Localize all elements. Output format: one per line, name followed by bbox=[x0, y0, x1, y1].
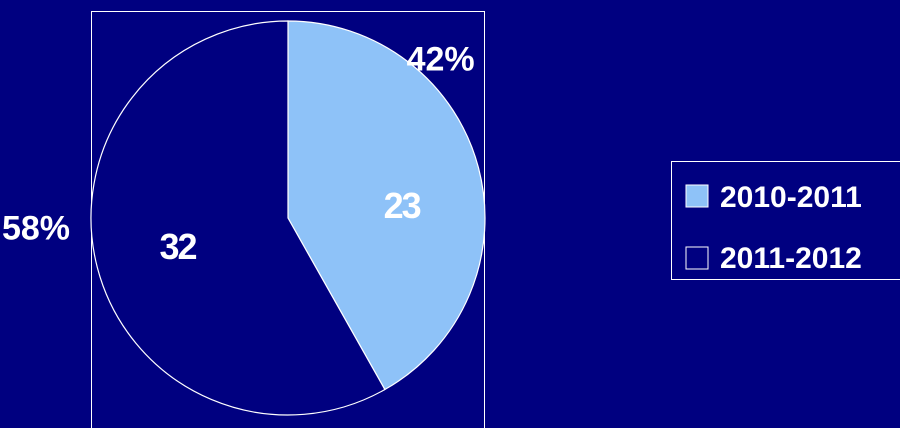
legend-swatch-2011-2012 bbox=[685, 246, 709, 270]
slice-percent-labels: 42% 58% bbox=[2, 41, 475, 248]
legend: 2010-2011 2011-2012 bbox=[671, 161, 900, 280]
legend-box bbox=[671, 161, 900, 280]
pie-slices bbox=[90, 20, 486, 416]
legend-label-2011-2012: 2011-2012 bbox=[720, 242, 862, 275]
slice-percent-label-2010-2011: 42% bbox=[407, 41, 475, 79]
slice-value-label-2011-2012: 32 bbox=[159, 226, 196, 267]
legend-label-2010-2011: 2010-2011 bbox=[720, 181, 862, 214]
slice-value-label-2010-2011: 23 bbox=[384, 185, 421, 226]
legend-swatch-2010-2011 bbox=[685, 184, 709, 208]
pie-slice-2010-2011 bbox=[287, 20, 486, 391]
slice-percent-label-2011-2012: 58% bbox=[2, 209, 70, 247]
slice-value-labels: 23 32 bbox=[159, 185, 422, 267]
pie-slice-2011-2012 bbox=[90, 20, 386, 416]
